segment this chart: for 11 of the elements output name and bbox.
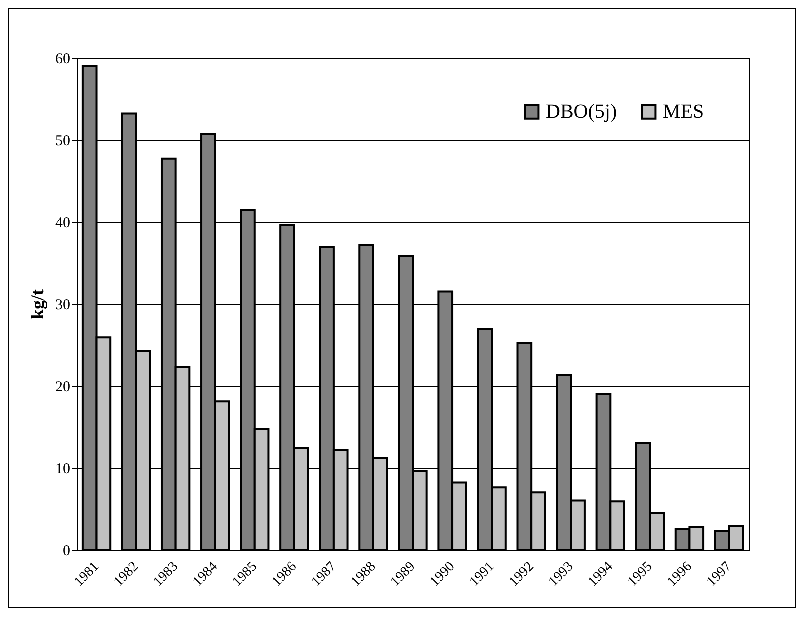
x-tick-label: 1991 [467,560,498,590]
legend-label: DBO(5j) [546,101,618,124]
y-tick-label: 0 [63,544,70,560]
y-tick-label: 20 [56,380,70,396]
legend-label: MES [663,101,704,124]
y-axis-title: kg/t [28,289,48,320]
y-tick-label: 10 [56,462,70,478]
y-tick-label: 50 [56,134,70,150]
y-tick-label: 60 [56,52,70,68]
y-tick-label: 40 [56,216,70,232]
y-tick-label: 30 [56,298,70,314]
